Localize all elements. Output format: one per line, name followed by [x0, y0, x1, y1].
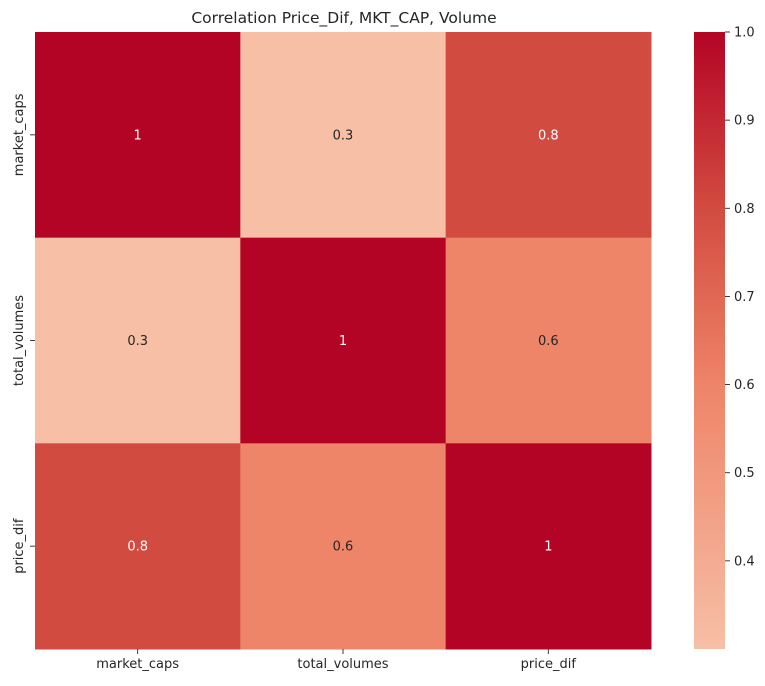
cell-annotation: 1 [544, 540, 552, 555]
cell-annotation: 0.3 [333, 128, 354, 143]
y-axis: market_caps total_volumes price_dif [12, 93, 35, 574]
x-tick-label: market_caps [96, 657, 179, 672]
cell-annotation: 1 [134, 128, 142, 143]
colorbar-tick-label: 0.7 [734, 290, 755, 305]
heatmap-cell-total_volumes-total_volumes [240, 237, 447, 444]
colorbar-tick-label: 0.8 [734, 202, 755, 217]
colorbar [694, 32, 725, 649]
chart-title: Correlation Price_Dif, MKT_CAP, Volume [191, 9, 496, 28]
y-tick-label: price_dif [12, 518, 27, 574]
colorbar-tick-label: 0.4 [734, 554, 755, 569]
colorbar-tick-label: 0.5 [734, 466, 755, 481]
colorbar-tick-label: 1.0 [734, 26, 755, 41]
cell-annotation: 0.8 [538, 128, 559, 143]
heatmap-cells [35, 32, 652, 650]
cell-annotation: 0.6 [538, 334, 559, 349]
cell-annotation: 1 [339, 334, 347, 349]
heatmap-cell-market_caps-price_dif [445, 32, 652, 239]
heatmap-cell-market_caps-market_caps [35, 32, 241, 239]
colorbar-tick-label: 0.9 [734, 114, 755, 129]
heatmap-cell-price_dif-total_volumes [240, 443, 447, 650]
x-axis: market_caps total_volumes price_dif [96, 649, 576, 672]
heatmap-cell-price_dif-price_dif [445, 443, 652, 650]
cell-annotation: 0.8 [127, 540, 148, 555]
heatmap-annotations: 1 0.3 0.8 0.3 1 0.6 0.8 0.6 1 [127, 128, 558, 554]
colorbar-tick-label: 0.6 [734, 378, 755, 393]
cell-annotation: 0.6 [333, 540, 354, 555]
y-tick-label: market_caps [12, 93, 27, 176]
y-tick-label: total_volumes [12, 295, 27, 386]
x-tick-label: price_dif [521, 657, 577, 672]
heatmap-cell-total_volumes-market_caps [35, 237, 241, 444]
heatmap-cell-market_caps-total_volumes [240, 32, 447, 239]
heatmap-cell-total_volumes-price_dif [445, 237, 652, 444]
x-tick-label: total_volumes [297, 657, 388, 672]
heatmap-cell-price_dif-market_caps [35, 443, 241, 650]
colorbar-ticks: 0.4 0.5 0.6 0.7 0.8 0.9 1.0 [725, 26, 755, 569]
cell-annotation: 0.3 [127, 334, 148, 349]
